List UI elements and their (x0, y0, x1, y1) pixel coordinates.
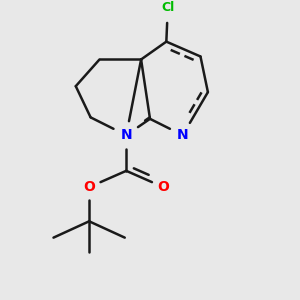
Text: Cl: Cl (161, 1, 174, 14)
Text: N: N (120, 128, 132, 142)
Text: O: O (83, 180, 95, 194)
Text: N: N (177, 128, 188, 142)
Text: O: O (158, 180, 169, 194)
